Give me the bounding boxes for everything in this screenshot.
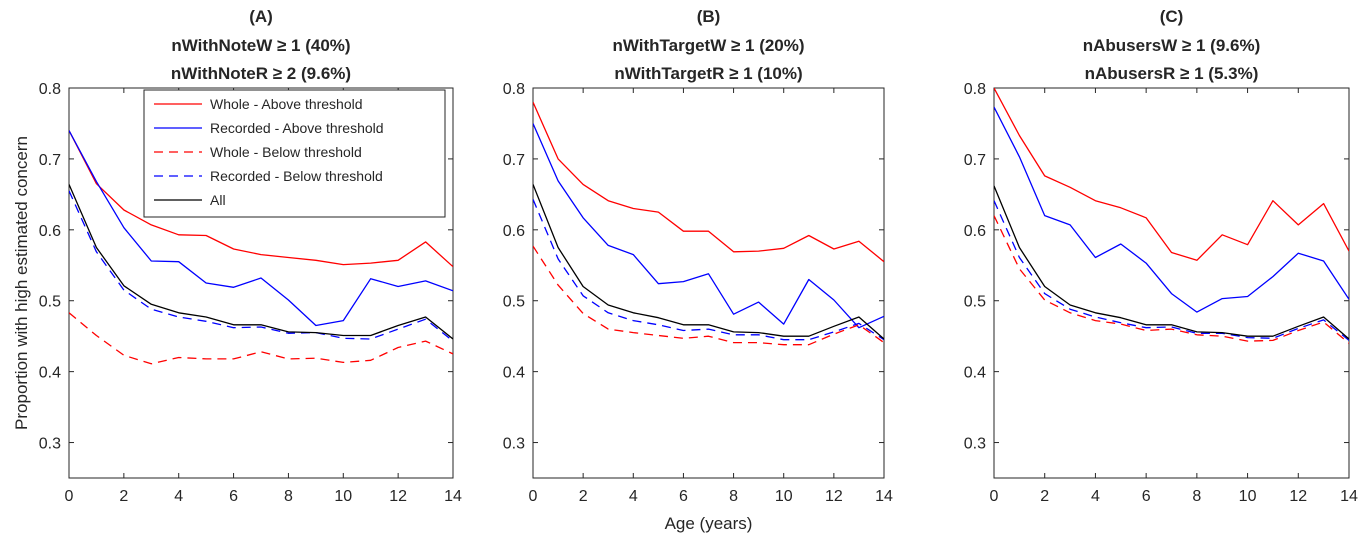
series-group	[69, 130, 453, 365]
panel-title: (C)	[1160, 7, 1184, 26]
series-line-all	[533, 184, 884, 340]
series-line-recorded-below-threshold	[533, 199, 884, 341]
x-tick-label: 14	[444, 488, 462, 505]
panel-subtitle-1: nWithTargetW ≥ 1 (20%)	[612, 36, 804, 55]
panel-subtitle-1: nWithNoteW ≥ 1 (40%)	[171, 36, 350, 55]
y-tick-label: 0.5	[39, 294, 61, 311]
panel-c: (C) nAbusersW ≥ 1 (9.6%) nAbusersR ≥ 1 (5.…	[964, 7, 1358, 505]
x-tick-label: 4	[174, 488, 183, 505]
legend-entry: Whole - Above threshold	[210, 96, 363, 112]
x-tick-label: 14	[875, 488, 893, 505]
y-tick-label: 0.8	[964, 81, 986, 98]
x-axis-label: Age (years)	[665, 514, 753, 533]
y-tick-label: 0.8	[39, 81, 61, 98]
x-tick-label: 8	[284, 488, 293, 505]
y-tick-label: 0.4	[503, 365, 525, 382]
panel-a: (A) nWithNoteW ≥ 1 (40%) nWithNoteR ≥ 2 (9…	[12, 7, 462, 505]
plot-frame	[532, 87, 885, 479]
y-tick-label: 0.6	[39, 223, 61, 240]
series-line-recorded-above-threshold	[994, 106, 1349, 313]
x-tick-label: 14	[1340, 488, 1358, 505]
series-line-recorded-below-threshold	[994, 200, 1349, 341]
series-line-recorded-above-threshold	[69, 130, 453, 327]
legend-box	[143, 89, 446, 218]
series-line-all	[994, 185, 1349, 340]
series-line-all	[69, 184, 453, 340]
legend-entry: Recorded - Above threshold	[210, 120, 384, 136]
x-tick-label: 6	[229, 488, 238, 505]
y-tick-label: 0.7	[39, 152, 61, 169]
y-tick-label: 0.3	[964, 436, 986, 453]
y-tick-label: 0.5	[964, 294, 986, 311]
x-tick-label: 6	[679, 488, 688, 505]
series-line-recorded-below-threshold	[69, 190, 453, 342]
series-group	[533, 101, 884, 346]
y-tick-label: 0.4	[964, 365, 986, 382]
series-line-recorded-above-threshold	[533, 123, 884, 329]
y-tick-label: 0.4	[39, 365, 61, 382]
x-tick-label: 2	[119, 488, 128, 505]
y-tick-label: 0.8	[503, 81, 525, 98]
series-line-whole-below-threshold	[69, 312, 453, 365]
legend-entry: Whole - Below threshold	[210, 144, 362, 160]
x-tick-label: 4	[1091, 488, 1100, 505]
series-line-whole-above-threshold	[994, 88, 1349, 261]
y-axis-label: Proportion with high estimated concern	[12, 136, 31, 430]
y-tick-label: 0.6	[964, 223, 986, 240]
panel-title: (B)	[697, 7, 721, 26]
x-tick-label: 8	[729, 488, 738, 505]
x-tick-label: 0	[65, 488, 74, 505]
series-line-whole-below-threshold	[533, 245, 884, 346]
x-tick-label: 12	[825, 488, 843, 505]
panel-title: (A)	[249, 7, 273, 26]
y-tick-label: 0.3	[39, 436, 61, 453]
x-tick-label: 12	[1289, 488, 1307, 505]
y-tick-label: 0.5	[503, 294, 525, 311]
x-tick-label: 12	[389, 488, 407, 505]
y-tick-label: 0.6	[503, 223, 525, 240]
x-tick-label: 2	[1040, 488, 1049, 505]
x-tick-label: 0	[990, 488, 999, 505]
panel-subtitle-2: nWithTargetR ≥ 1 (10%)	[614, 64, 802, 83]
series-group	[994, 88, 1349, 344]
x-tick-label: 10	[775, 488, 793, 505]
legend-entry: All	[210, 192, 226, 208]
y-tick-label: 0.3	[503, 436, 525, 453]
panel-subtitle-1: nAbusersW ≥ 1 (9.6%)	[1083, 36, 1260, 55]
plot-frame	[993, 87, 1350, 479]
x-tick-label: 6	[1142, 488, 1151, 505]
panel-subtitle-2: nAbusersR ≥ 1 (5.3%)	[1085, 64, 1259, 83]
x-tick-label: 10	[1239, 488, 1257, 505]
x-tick-label: 2	[579, 488, 588, 505]
panel-subtitle-2: nWithNoteR ≥ 2 (9.6%)	[171, 64, 351, 83]
x-tick-label: 0	[529, 488, 538, 505]
series-line-whole-below-threshold	[994, 215, 1349, 344]
panel-b: (B) nWithTargetW ≥ 1 (20%) nWithTargetR ≥ …	[503, 7, 893, 533]
x-tick-label: 8	[1192, 488, 1201, 505]
series-line-whole-above-threshold	[69, 130, 453, 268]
y-tick-label: 0.7	[964, 152, 986, 169]
y-tick-label: 0.7	[503, 152, 525, 169]
x-tick-label: 4	[629, 488, 638, 505]
x-tick-label: 10	[334, 488, 352, 505]
legend: Whole - Above threshold Recorded - Above …	[143, 89, 446, 218]
series-line-whole-above-threshold	[533, 101, 884, 263]
legend-entry: Recorded - Below threshold	[210, 168, 383, 184]
